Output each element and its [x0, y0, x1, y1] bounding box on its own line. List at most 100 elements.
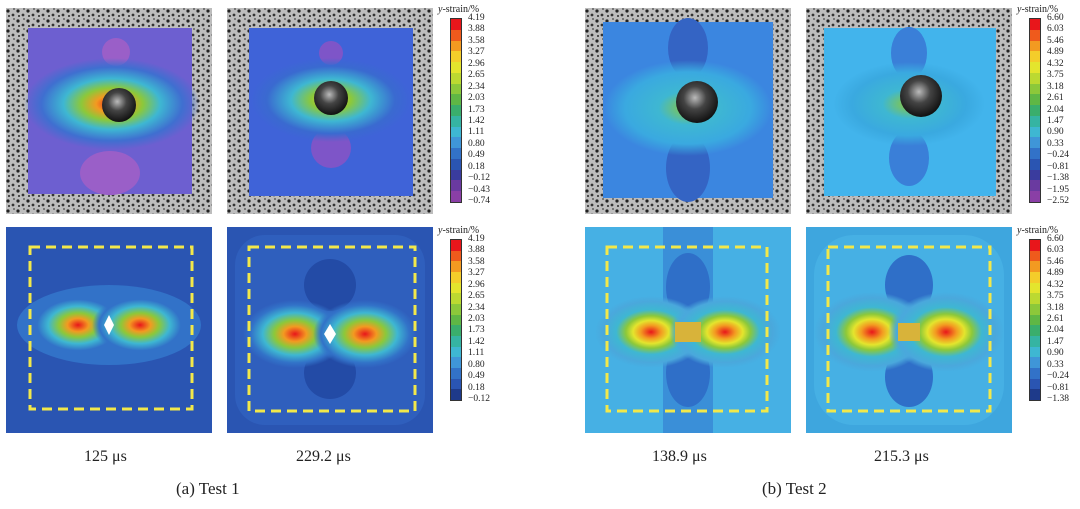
- colorbar-segment: [451, 261, 461, 272]
- colorbar-segment: [451, 137, 461, 148]
- colorbar-tick-label: 6.03: [1047, 245, 1064, 256]
- time-label-125us: 125 μs: [84, 448, 127, 465]
- colorbar-tick-label: 0.18: [468, 382, 485, 393]
- colorbar-segment: [1030, 105, 1040, 116]
- colorbar-segment: [1030, 72, 1040, 84]
- colorbar-tick-label: −0.24: [1047, 150, 1069, 161]
- colorbar-tick-label: 3.88: [468, 245, 485, 256]
- colorbar-tick-label: 2.65: [468, 70, 485, 81]
- colorbar-segment: [1030, 83, 1040, 95]
- colorbar-segment: [1030, 303, 1040, 315]
- colorbar-tick-label: 0.80: [468, 359, 485, 370]
- colorbar-tick-label: 6.60: [1047, 13, 1064, 23]
- colorbar-tick-label: −0.81: [1047, 161, 1069, 172]
- colorbar-segment: [1030, 250, 1040, 262]
- colorbar-tick-label: 0.49: [468, 150, 485, 161]
- colorbar-segment: [451, 271, 461, 283]
- colorbar-tick-label: 3.58: [468, 35, 485, 46]
- colorbar-segment: [451, 72, 461, 84]
- colorbar-tick-label: −0.12: [468, 394, 490, 404]
- colorbar-tick-label: 2.04: [1047, 325, 1064, 336]
- time-label-138us: 138.9 μs: [652, 448, 707, 465]
- colorbar-segment: [1030, 346, 1040, 358]
- colorbar-tick-label: 5.46: [1047, 256, 1064, 267]
- colorbar-tick-label: −1.38: [1047, 394, 1069, 404]
- colorbar-tick-label: 0.49: [468, 371, 485, 382]
- colorbar-tick-label: 3.75: [1047, 291, 1064, 302]
- colorbar-segment: [451, 169, 461, 181]
- colorbar-segment: [451, 293, 461, 304]
- colorbar-title: y-strain/%: [438, 4, 480, 15]
- colorbar-segment: [1030, 335, 1040, 347]
- colorbar-tick-label: −0.81: [1047, 382, 1069, 393]
- colorbar-segment: [451, 148, 461, 159]
- colorbar-segment: [451, 314, 461, 326]
- colorbar-tick-label: 0.90: [1047, 348, 1064, 359]
- colorbar-tick-label: 3.18: [1047, 81, 1064, 92]
- colorbar-tick-label: −2.52: [1047, 196, 1069, 206]
- colorbar-segment: [451, 40, 461, 52]
- colorbar-tick-label: 4.89: [1047, 268, 1064, 279]
- colorbar-tick-label: 0.18: [468, 161, 485, 172]
- colorbar-segment: [1030, 271, 1040, 283]
- colorbar-tick-label: 3.75: [1047, 70, 1064, 81]
- colorbar-segment: [451, 158, 461, 170]
- colorbar-segment: [1030, 29, 1040, 41]
- colorbar-tick-label: −0.43: [468, 184, 490, 195]
- test2-dic-138us: [585, 8, 791, 214]
- time-label-215us: 215.3 μs: [874, 448, 929, 465]
- time-label-229us: 229.2 μs: [296, 448, 351, 465]
- colorbar-segment: [1030, 94, 1040, 105]
- colorbar-segment: [1030, 51, 1040, 62]
- colorbar-segment: [1030, 282, 1040, 294]
- colorbar-segment: [451, 367, 461, 379]
- colorbar-tick-label: 1.11: [468, 348, 485, 359]
- colorbar-segment: [1030, 137, 1040, 148]
- colorbar-segment: [451, 335, 461, 347]
- colorbar-tick-label: 0.90: [1047, 127, 1064, 138]
- colorbar-segment: [451, 51, 461, 62]
- colorbar-segment: [1030, 19, 1040, 30]
- colorbar-tick-label: 4.32: [1047, 58, 1064, 69]
- colorbar-tick-label: 4.32: [1047, 279, 1064, 290]
- colorbar-title: y-strain/%: [1017, 225, 1059, 236]
- colorbar-segment: [451, 250, 461, 262]
- colorbar-tick-label: 2.03: [468, 93, 485, 104]
- test2-dic-215us: [806, 8, 1012, 214]
- colorbar-segment: [1030, 158, 1040, 170]
- colorbar-segment: [1030, 240, 1040, 251]
- colorbar-tick-label: 3.27: [468, 268, 485, 279]
- colorbar-tick-label: −1.38: [1047, 173, 1069, 184]
- colorbar-tick-label: 4.89: [1047, 47, 1064, 58]
- colorbar-tick-label: 1.73: [468, 325, 485, 336]
- test1-sim-125us: [6, 227, 212, 433]
- colorbar-segment: [451, 94, 461, 105]
- colorbar-tick-label: 0.33: [1047, 359, 1064, 370]
- colorbar-segment: [451, 191, 461, 202]
- colorbar-tick-label: −0.24: [1047, 371, 1069, 382]
- colorbar-segment: [451, 62, 461, 73]
- colorbar-segment: [1030, 378, 1040, 390]
- colorbar-tick-label: 2.65: [468, 291, 485, 302]
- colorbar-tick-label: 3.58: [468, 256, 485, 267]
- colorbar-segment: [451, 115, 461, 127]
- test1-dic-125us: [6, 8, 212, 214]
- colorbar-segment: [1030, 191, 1040, 202]
- colorbar-segment: [1030, 40, 1040, 52]
- test1-sim-229us: [227, 227, 433, 433]
- colorbar-tick-label: 2.96: [468, 58, 485, 69]
- colorbar-segment: [451, 126, 461, 138]
- colorbar-segment: [1030, 293, 1040, 304]
- colorbar-segment: [1030, 261, 1040, 272]
- colorbar-tick-label: 5.46: [1047, 35, 1064, 46]
- colorbar-tick-label: 2.34: [468, 81, 485, 92]
- colorbar-segment: [1030, 367, 1040, 379]
- colorbar-segment: [1030, 169, 1040, 181]
- colorbar-segment: [1030, 325, 1040, 336]
- colorbar-segment: [451, 29, 461, 41]
- colorbar-tick-label: 1.73: [468, 104, 485, 115]
- colorbar-segment: [451, 389, 461, 400]
- colorbar-tick-label: −0.74: [468, 196, 490, 206]
- colorbar-segment: [451, 83, 461, 95]
- test2-sim-138us: [585, 227, 791, 433]
